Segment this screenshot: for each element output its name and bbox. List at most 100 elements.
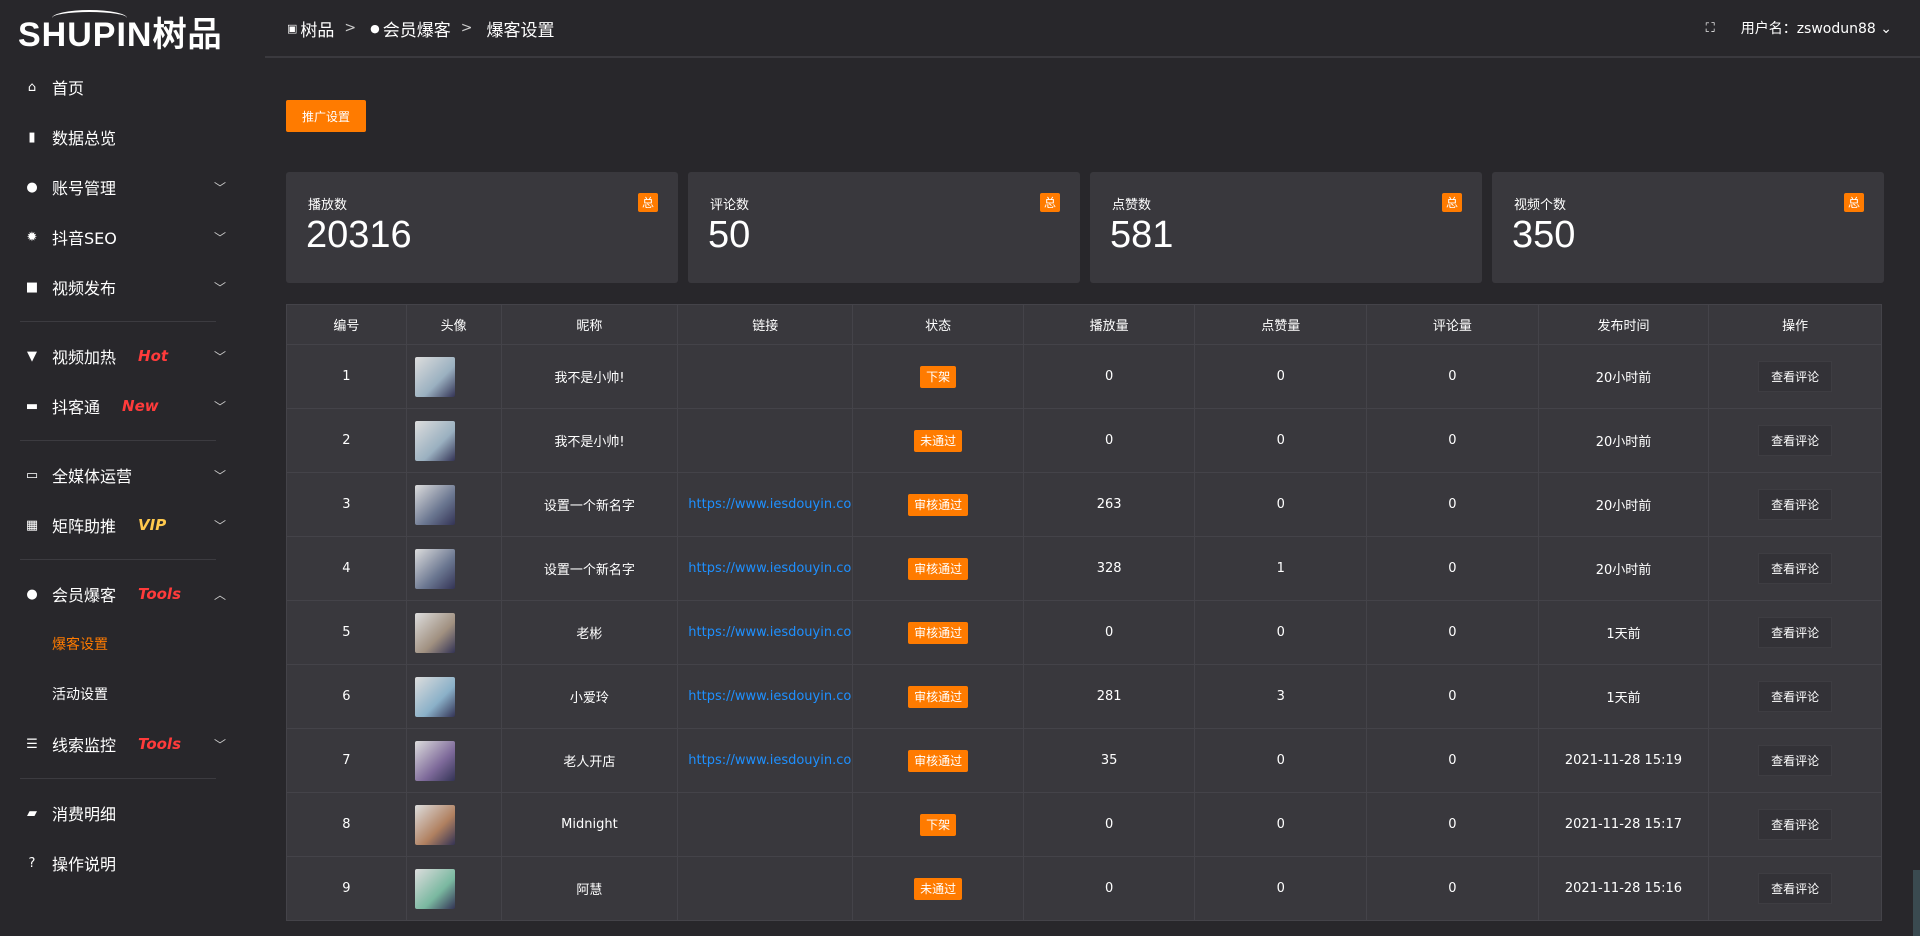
comments: 0 (1366, 472, 1539, 537)
sidebar-item-label: 线索监控 (52, 736, 117, 755)
sidebar-item-12[interactable]: ? 操作说明 (0, 838, 265, 888)
nickname: 老彬 (500, 600, 679, 665)
chevron-down-icon: ﹀ (214, 399, 227, 414)
sidebar: SHUPIN树品 ⌂ 首页 ▮ 数据总览 ● 账号管理 ﹀ ✹ 抖音SEO ﹀ ■ 视频发布 ﹀ ▼ 视频加… (0, 0, 265, 936)
sidebar-item-0[interactable]: ⌂ 首页 (0, 62, 265, 112)
breadcrumb-home-icon: ▣ (287, 21, 298, 35)
video-link[interactable]: https://www.iesdouyin.com (688, 625, 853, 640)
column-header: 操作 (1708, 304, 1882, 345)
nickname: 设置一个新名字 (500, 472, 679, 537)
view-comments-button[interactable]: 查看评论 (1758, 681, 1833, 712)
plays: 0 (1022, 408, 1196, 473)
nickname: 小爱玲 (500, 664, 679, 729)
comments: 0 (1366, 408, 1539, 473)
avatar (414, 804, 455, 845)
breadcrumb-user-icon: ● (370, 21, 380, 35)
comments: 0 (1366, 600, 1539, 665)
avatar (414, 612, 455, 653)
row-id: 2 (286, 408, 407, 473)
column-header: 链接 (677, 304, 854, 345)
breadcrumb-current: 爆客设置 (486, 20, 555, 41)
table-row: 6 小爱玲 https://www.iesdouyin.com 审核通过 281… (286, 664, 1882, 729)
likes: 0 (1194, 856, 1368, 921)
nickname: 阿慧 (500, 856, 679, 921)
chevron-down-icon: ﹀ (214, 468, 227, 483)
banner-icon: ▼ (27, 348, 37, 364)
table-row: 2 我不是小帅! 未通过 0 0 0 20小时前 查看评论 (286, 408, 1882, 473)
breadcrumb-item[interactable]: 会员爆客 (382, 20, 451, 41)
sidebar-item-1[interactable]: ▮ 数据总览 (0, 112, 265, 162)
chevron-down-icon: ﹀ (214, 518, 227, 533)
table-row: 8 Midnight 下架 0 0 0 2021-11-28 15:17 查看评… (286, 792, 1882, 857)
row-id: 9 (286, 856, 407, 921)
sidebar-item-6[interactable]: ▬ 抖客通 New ﹀ (0, 381, 265, 431)
stat-value: 50 (708, 214, 751, 256)
view-comments-button[interactable]: 查看评论 (1758, 425, 1833, 456)
sidebar-subitem[interactable]: 爆客设置 (52, 637, 108, 653)
status-badge: 审核通过 (908, 622, 969, 644)
chat-icon: ▬ (25, 398, 39, 414)
chevron-down-icon: ﹀ (214, 280, 227, 295)
avatar (414, 548, 455, 589)
view-comments-button[interactable]: 查看评论 (1758, 873, 1833, 904)
bar-chart-icon: ▮ (28, 129, 36, 145)
sidebar-item-3[interactable]: ✹ 抖音SEO ﹀ (0, 212, 265, 262)
avatar (414, 356, 455, 397)
publish-time: 2021-11-28 15:19 (1537, 728, 1710, 793)
divider (20, 778, 216, 779)
sidebar-subitem[interactable]: 活动设置 (52, 687, 108, 703)
sidebar-item-11[interactable]: ▰ 消费明细 (0, 788, 265, 838)
view-comments-button[interactable]: 查看评论 (1758, 553, 1833, 584)
sidebar-item-9[interactable]: ● 会员爆客 Tools ︿ (0, 569, 265, 619)
promo-settings-button[interactable]: 推广设置 (286, 100, 366, 132)
chevron-up-icon: ︿ (214, 587, 227, 602)
video-link[interactable]: https://www.iesdouyin.com (688, 497, 853, 512)
sliders-icon: ☰ (26, 736, 38, 752)
divider (20, 440, 216, 441)
status-badge: 未通过 (914, 430, 963, 452)
home-icon: ⌂ (27, 79, 37, 95)
sidebar-item-label: 全媒体运营 (52, 467, 133, 486)
sidebar-item-10[interactable]: ☰ 线索监控 Tools ﹀ (0, 719, 265, 769)
view-comments-button[interactable]: 查看评论 (1758, 809, 1833, 840)
likes: 0 (1194, 792, 1368, 857)
likes: 0 (1194, 472, 1368, 537)
plays: 0 (1022, 344, 1196, 409)
plays: 0 (1022, 600, 1196, 665)
sidebar-item-label: 首页 (52, 79, 85, 98)
publish-time: 2021-11-28 15:16 (1537, 856, 1710, 921)
stat-label: 点赞数 (1112, 198, 1152, 213)
sidebar-item-5[interactable]: ▼ 视频加热 Hot ﹀ (0, 331, 265, 381)
view-comments-button[interactable]: 查看评论 (1758, 361, 1833, 392)
view-comments-button[interactable]: 查看评论 (1758, 489, 1833, 520)
likes: 0 (1194, 728, 1368, 793)
breadcrumb-item[interactable]: 树品 (300, 20, 335, 41)
logo[interactable]: SHUPIN树品 (0, 0, 265, 62)
avatar (414, 420, 455, 461)
table-row: 7 老人开店 https://www.iesdouyin.com 审核通过 35… (286, 728, 1882, 793)
chevron-down-icon: ﹀ (214, 230, 227, 245)
video-link[interactable]: https://www.iesdouyin.com (688, 689, 853, 704)
scrollbar[interactable] (1913, 870, 1920, 936)
user-menu[interactable]: 用户名：zswodun88 ⌄ (1741, 18, 1892, 38)
breadcrumb-separator: > (344, 20, 357, 36)
plays: 263 (1022, 472, 1196, 537)
nickname: 我不是小帅! (500, 344, 679, 409)
sidebar-item-4[interactable]: ■ 视频发布 ﹀ (0, 262, 265, 312)
view-comments-button[interactable]: 查看评论 (1758, 745, 1833, 776)
row-id: 1 (286, 344, 407, 409)
chevron-down-icon: ﹀ (214, 737, 227, 752)
column-header: 评论量 (1366, 304, 1539, 345)
sidebar-item-7[interactable]: ▭ 全媒体运营 ﹀ (0, 450, 265, 500)
plays: 0 (1022, 792, 1196, 857)
video-link[interactable]: https://www.iesdouyin.com (688, 561, 853, 576)
sidebar-item-2[interactable]: ● 账号管理 ﹀ (0, 162, 265, 212)
view-comments-button[interactable]: 查看评论 (1758, 617, 1833, 648)
video-link[interactable]: https://www.iesdouyin.com (688, 753, 853, 768)
sidebar-item-8[interactable]: ▦ 矩阵助推 VIP ﹀ (0, 500, 265, 550)
comments: 0 (1366, 536, 1539, 601)
column-header: 头像 (405, 304, 502, 345)
sidebar-item-label: 账号管理 (52, 179, 117, 198)
table-row: 5 老彬 https://www.iesdouyin.com 审核通过 0 0 … (286, 600, 1882, 665)
fullscreen-icon[interactable]: ⛶ (1705, 20, 1715, 36)
